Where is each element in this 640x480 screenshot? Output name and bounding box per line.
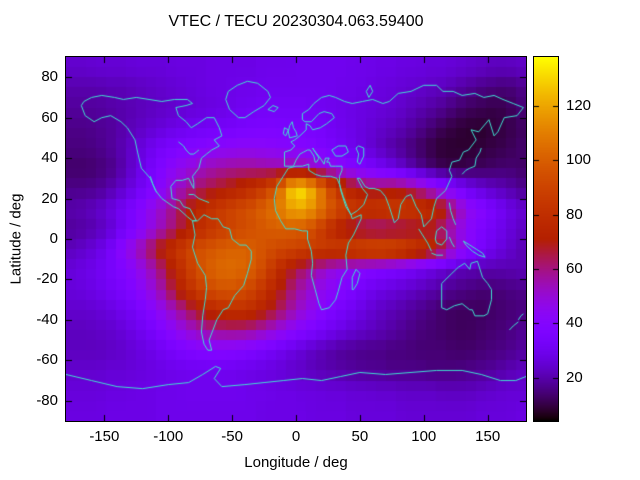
colorbar-tick-label: 100 <box>566 151 592 169</box>
y-tick-label: 80 <box>41 68 58 86</box>
x-tick-label: -100 <box>153 428 184 445</box>
y-tick-label: 20 <box>41 189 58 207</box>
colorbar-tick-label: 40 <box>566 314 583 332</box>
y-tick-label: 40 <box>41 149 58 167</box>
colorbar-tick-label: 120 <box>566 96 592 114</box>
colorbar <box>533 56 559 422</box>
y-tick-label: -20 <box>36 270 58 288</box>
x-tick-label: -50 <box>221 428 243 445</box>
y-tick-label: -40 <box>36 310 58 328</box>
x-tick-label: -150 <box>89 428 120 445</box>
plot-area <box>65 56 527 422</box>
x-tick-label: 150 <box>475 428 501 445</box>
colorbar-tick-label: 60 <box>566 259 583 277</box>
y-tick-label: 60 <box>41 108 58 126</box>
colorbar-tick-label: 80 <box>566 205 583 223</box>
y-tick-label: -60 <box>36 351 58 369</box>
y-tick-label: 0 <box>49 230 58 247</box>
x-tick-label: 0 <box>291 428 301 445</box>
x-axis-label: Longitude / deg <box>244 454 348 471</box>
x-tick-label: 50 <box>351 428 369 445</box>
y-axis-label: Latitude / deg <box>7 193 25 285</box>
colorbar-canvas <box>534 57 558 421</box>
heatmap-canvas <box>66 57 526 421</box>
chart-title: VTEC / TECU 20230304.063.59400 <box>168 13 424 30</box>
colorbar-tick-label: 20 <box>566 368 583 386</box>
x-tick-label: 100 <box>411 428 437 445</box>
y-tick-label: -80 <box>36 391 58 409</box>
